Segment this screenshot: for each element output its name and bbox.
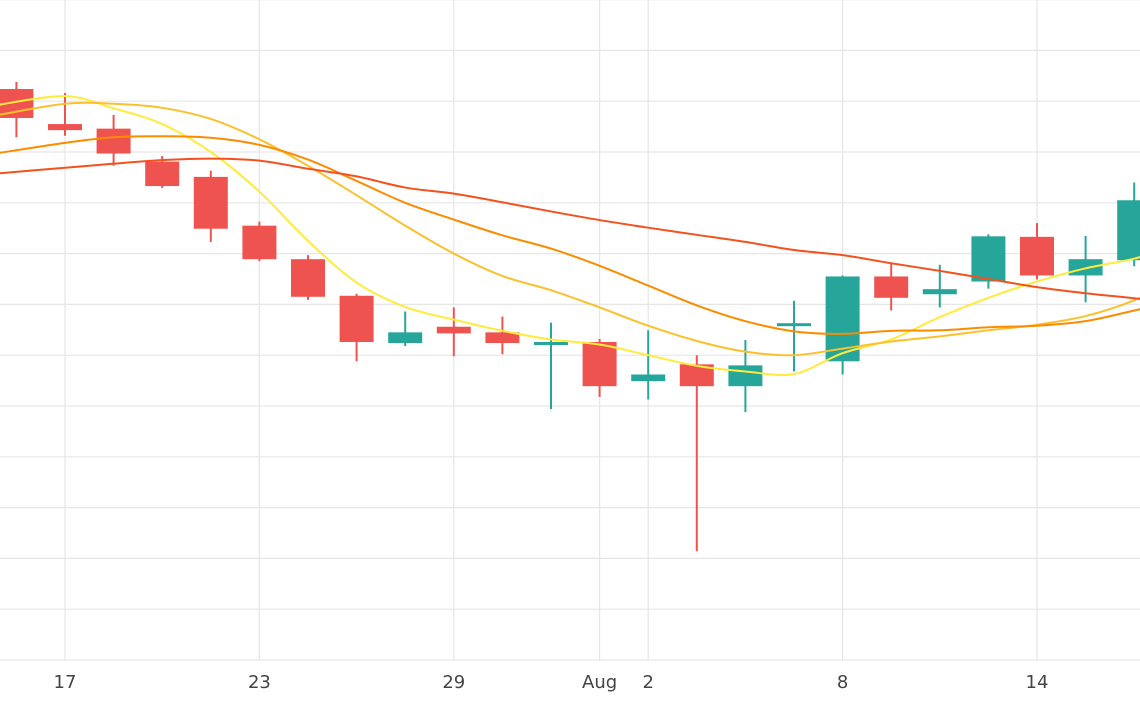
candle-down (96, 114, 131, 166)
x-tick-label: Aug (582, 672, 617, 693)
candle-down (1020, 223, 1054, 280)
candle-body (485, 332, 520, 344)
candle-up (777, 300, 811, 372)
candle-body (922, 289, 957, 295)
candle-body (436, 326, 471, 334)
x-axis: 17 23 29 Aug 2 8 14 (54, 672, 1049, 693)
candles (0, 81, 1140, 552)
candle-body (145, 161, 180, 187)
candle-body (193, 176, 228, 229)
candle-body (1117, 200, 1140, 261)
candle-body (777, 323, 811, 327)
candle-up (971, 234, 1006, 289)
moving-average-lines (0, 95, 1140, 377)
candle-up (825, 275, 860, 375)
candle-up (534, 322, 568, 410)
candle-down (242, 221, 277, 262)
candle-body (96, 128, 131, 154)
moving-average-line (0, 135, 1140, 335)
candle-body (534, 341, 568, 345)
x-tick-label: 29 (442, 672, 465, 693)
candle-body (242, 225, 277, 260)
candle-down (193, 170, 228, 242)
candle-body (291, 259, 325, 297)
candle-body (728, 365, 763, 387)
candle-up (1117, 182, 1140, 267)
candle-up (922, 264, 957, 308)
x-tick-label: 17 (54, 672, 77, 693)
x-tick-label: 2 (642, 672, 653, 693)
candle-down (679, 355, 714, 552)
candle-down (485, 316, 520, 355)
candle-body (631, 374, 666, 382)
candle-body (679, 364, 714, 387)
candle-down (48, 93, 82, 136)
grid-lines (0, 0, 1140, 661)
candle-body (48, 124, 82, 131)
candle-down (145, 156, 180, 189)
candle-down (339, 293, 374, 362)
candle-body (582, 341, 617, 387)
candle-body (339, 295, 374, 342)
candle-down (436, 307, 471, 357)
candle-body (1020, 236, 1054, 276)
x-tick-label: 8 (837, 672, 848, 693)
candle-body (874, 276, 909, 298)
candle-down (582, 338, 617, 397)
candle-up (388, 311, 423, 347)
x-tick-label: 14 (1026, 672, 1049, 693)
x-tick-label: 23 (248, 672, 271, 693)
moving-average-line (0, 101, 1140, 357)
moving-average-line (0, 95, 1140, 377)
candle-down (874, 263, 909, 311)
candle-body (971, 236, 1006, 282)
candle-body (388, 332, 423, 344)
candle-down (291, 255, 325, 300)
candle-up (631, 330, 666, 400)
moving-average-line (0, 157, 1140, 301)
